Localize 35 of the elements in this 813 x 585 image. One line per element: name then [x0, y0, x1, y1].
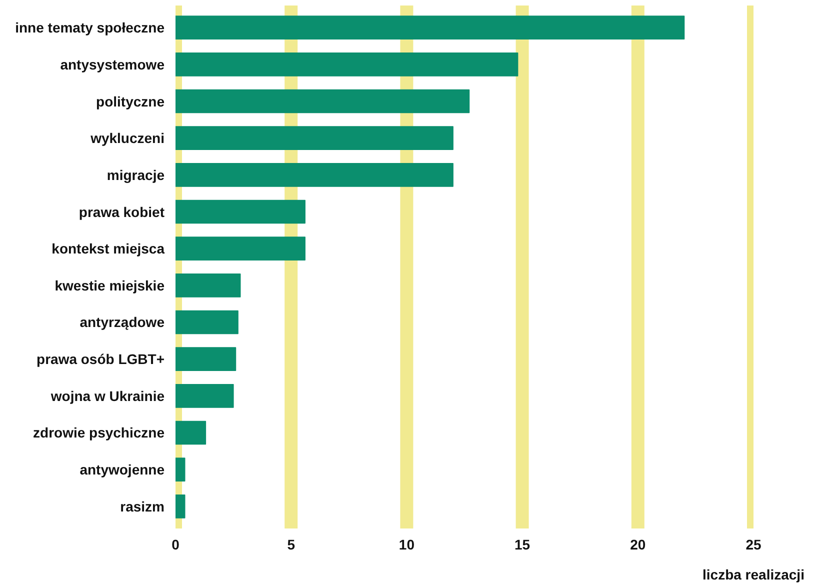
x-tick-label: 10 [398, 536, 415, 552]
bar [176, 347, 236, 371]
y-tick-label: inne tematy społeczne [15, 20, 165, 36]
y-tick-label: wykluczeni [90, 130, 165, 146]
bar [176, 458, 186, 482]
bar [176, 494, 186, 518]
bar [176, 16, 685, 40]
bar [176, 236, 306, 260]
y-tick-label: polityczne [96, 93, 165, 110]
bar [176, 52, 518, 76]
y-tick-label: prawa osób LGBT+ [36, 351, 165, 368]
y-tick-label: antysystemowe [60, 56, 165, 72]
bar [176, 200, 306, 224]
bar [176, 420, 206, 445]
y-tick-label: zdrowie psychiczne [33, 424, 165, 441]
y-tick-label: migracje [106, 166, 165, 183]
y-tick-label: rasizm [120, 498, 164, 514]
x-tick-label: 0 [172, 536, 180, 552]
bar [176, 89, 470, 114]
y-tick-label: kontekst miejsca [52, 240, 165, 257]
bar [176, 384, 234, 408]
y-tick-label: prawa kobiet [78, 204, 165, 220]
bar [176, 310, 238, 334]
bar [176, 126, 454, 150]
x-tick-label: 25 [746, 536, 762, 552]
y-tick-label: kwestie miejskie [54, 277, 165, 294]
x-tick-label: 15 [514, 536, 530, 552]
y-tick-label: antyrządowe [80, 314, 165, 330]
x-tick-label: 20 [630, 536, 646, 552]
x-axis-title: liczba realizacji [702, 566, 804, 582]
y-tick-label: antywojenne [80, 462, 165, 478]
bar [176, 274, 241, 298]
bar [176, 163, 454, 187]
y-tick-label: wojna w Ukrainie [50, 388, 165, 404]
x-tick-label: 5 [287, 536, 296, 552]
